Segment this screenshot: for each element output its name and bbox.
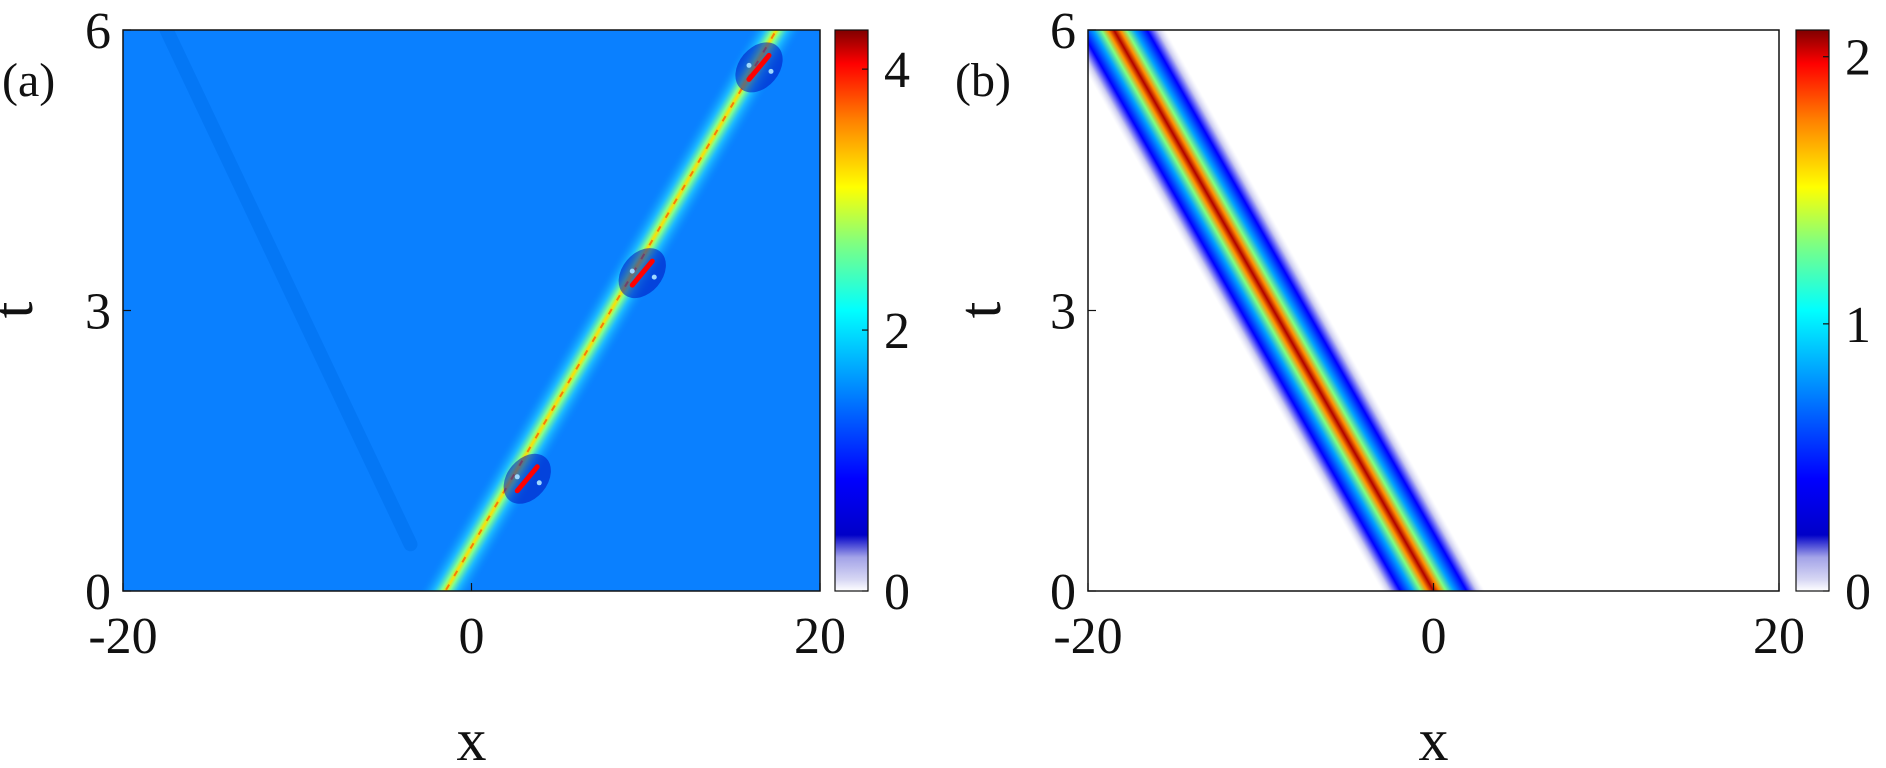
x-axis-label: x bbox=[457, 707, 487, 768]
colorbar-tick-label: 0 bbox=[1845, 564, 1871, 621]
collision-dot bbox=[651, 274, 657, 280]
y-tick-label: 3 bbox=[1050, 284, 1076, 341]
panel-label: (b) bbox=[955, 54, 1011, 107]
soliton-track bbox=[1088, 30, 1503, 591]
y-axis-label: t bbox=[0, 301, 45, 318]
collision-dot bbox=[536, 480, 542, 486]
y-tick-label: 6 bbox=[1050, 3, 1076, 60]
collision-peak bbox=[746, 52, 772, 82]
x-tick-label: 20 bbox=[794, 608, 846, 665]
collision-peak bbox=[629, 258, 655, 288]
colorbar-tick-label: 4 bbox=[884, 42, 910, 99]
y-tick-label: 0 bbox=[1050, 564, 1076, 621]
collision-dot bbox=[746, 62, 752, 68]
colorbar bbox=[1795, 29, 1830, 592]
collision-peak bbox=[514, 464, 540, 494]
soliton-band bbox=[1088, 30, 1503, 591]
colorbar-tick-label: 0 bbox=[884, 564, 910, 621]
y-tick-label: 0 bbox=[85, 564, 111, 621]
colorbar-tick-label: 2 bbox=[1845, 30, 1871, 87]
collision-dot bbox=[514, 474, 520, 480]
x-axis-label: x bbox=[1419, 707, 1449, 768]
y-tick-label: 6 bbox=[85, 3, 111, 60]
x-tick-label: 20 bbox=[1753, 608, 1805, 665]
x-tick-label: 0 bbox=[1421, 608, 1447, 665]
collision-dot bbox=[629, 268, 635, 274]
colorbar-tick-label: 2 bbox=[884, 303, 910, 360]
x-tick-label: 0 bbox=[459, 608, 485, 665]
colorbar-tick-label: 1 bbox=[1845, 297, 1871, 354]
colorbar bbox=[834, 29, 869, 592]
y-axis-label: t bbox=[947, 301, 1013, 318]
x-tick-label: -20 bbox=[88, 608, 157, 665]
panel-label: (a) bbox=[2, 54, 55, 107]
collision-dot bbox=[768, 68, 774, 74]
x-tick-label: -20 bbox=[1053, 608, 1122, 665]
y-tick-label: 3 bbox=[85, 284, 111, 341]
plot-content bbox=[159, 30, 820, 591]
plot-content bbox=[1088, 30, 1503, 591]
faint-track bbox=[159, 30, 418, 552]
